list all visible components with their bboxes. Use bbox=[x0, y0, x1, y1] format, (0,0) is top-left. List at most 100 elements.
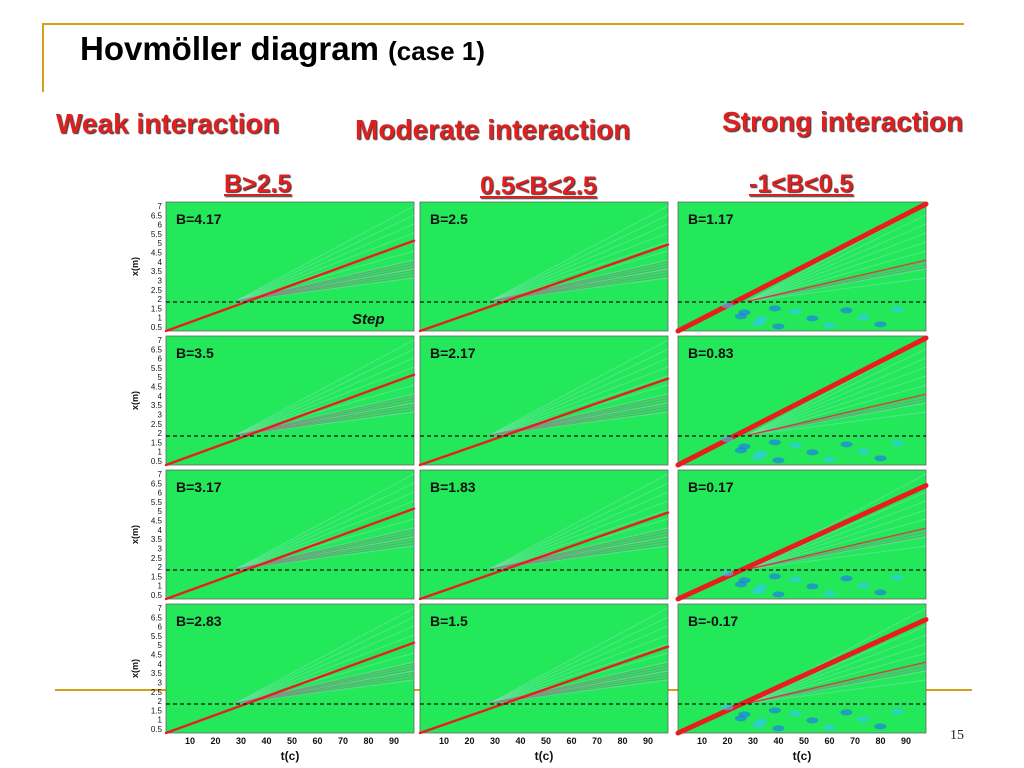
dispersive-line bbox=[747, 668, 927, 704]
incident-wave-line bbox=[418, 511, 670, 601]
range-weak: B>2.5 bbox=[224, 170, 292, 198]
dispersive-line bbox=[747, 534, 927, 570]
wave-ray bbox=[489, 616, 669, 704]
incident-wave-line bbox=[675, 335, 929, 468]
transmitted-wave-line bbox=[747, 527, 927, 570]
wave-ray bbox=[489, 348, 669, 436]
reflection-blob bbox=[823, 724, 836, 731]
reflection-blob bbox=[768, 439, 781, 446]
title-suffix: (case 1) bbox=[388, 36, 485, 66]
panel-0-1: B=2.5 bbox=[418, 201, 670, 333]
y-tick-label: 2.5 bbox=[151, 554, 163, 563]
x-tick-label: 80 bbox=[363, 736, 373, 746]
y-tick-label: 3 bbox=[158, 410, 163, 419]
wave-ray bbox=[747, 518, 927, 570]
y-tick-label: 7 bbox=[158, 336, 163, 345]
reflection-blob bbox=[840, 575, 853, 582]
dispersive-line bbox=[747, 665, 927, 704]
wave-ray bbox=[235, 625, 415, 704]
dispersive-line bbox=[747, 531, 927, 570]
y-tick-label: 0.5 bbox=[151, 725, 163, 734]
page-title: Hovmöller diagram (case 1) bbox=[80, 30, 485, 68]
y-tick-label: 5 bbox=[158, 507, 163, 516]
reflection-blob bbox=[734, 313, 747, 320]
wave-ray bbox=[747, 214, 927, 302]
heading-moderate: Moderate interaction bbox=[355, 114, 631, 145]
wave-ray bbox=[489, 482, 669, 570]
wave-ray bbox=[747, 679, 927, 704]
reflection-blob bbox=[874, 589, 887, 596]
wave-ray bbox=[747, 491, 927, 570]
wave-ray bbox=[235, 232, 415, 302]
range-moderate: 0.5<B<2.5 bbox=[480, 172, 597, 200]
reflection-blob bbox=[734, 447, 747, 454]
y-tick-label: 5 bbox=[158, 373, 163, 382]
wave-ray bbox=[747, 250, 927, 302]
reflection-blob bbox=[840, 441, 853, 448]
reflection-blob bbox=[734, 715, 747, 722]
wave-ray bbox=[747, 643, 927, 704]
panel-0-0: B=4.17 Step bbox=[164, 201, 416, 333]
y-tick-label: 2 bbox=[158, 429, 163, 438]
y-tick-label: 5 bbox=[158, 641, 163, 650]
dispersive-line bbox=[489, 662, 669, 704]
reflection-blob bbox=[751, 320, 764, 327]
y-tick-label: 3.5 bbox=[151, 535, 163, 544]
y-tick-label: 6 bbox=[158, 221, 163, 230]
incident-wave-line bbox=[164, 641, 416, 735]
dispersive-line bbox=[747, 266, 927, 302]
wave-ray bbox=[747, 357, 927, 436]
incident-wave-line bbox=[418, 377, 670, 467]
wave-ray bbox=[489, 375, 669, 436]
wave-ray bbox=[747, 509, 927, 570]
reflection-blob bbox=[806, 583, 819, 590]
wave-ray bbox=[235, 473, 415, 570]
panel-2-2: B=0.17 bbox=[675, 469, 929, 602]
panel-1-2: B=0.83 bbox=[675, 335, 929, 468]
x-tick-label: 80 bbox=[875, 736, 885, 746]
y-tick-label: 0.5 bbox=[151, 457, 163, 466]
wave-ray bbox=[489, 643, 669, 704]
wave-ray bbox=[235, 491, 415, 570]
y-tick-label: 6.5 bbox=[151, 211, 163, 220]
reflection-blob bbox=[840, 307, 853, 314]
dispersive-line bbox=[489, 394, 669, 436]
wave-ray bbox=[747, 366, 927, 436]
panel-background bbox=[165, 469, 415, 600]
x-tick-label: 30 bbox=[490, 736, 500, 746]
reflection-blob bbox=[721, 570, 734, 577]
wave-ray bbox=[235, 214, 415, 302]
wave-ray bbox=[747, 375, 927, 436]
wave-ray bbox=[747, 411, 927, 436]
y-tick-label: 6.5 bbox=[151, 613, 163, 622]
x-tick-label: 10 bbox=[439, 736, 449, 746]
panel-0-2: B=1.17 bbox=[675, 201, 929, 334]
dispersive-line bbox=[235, 275, 415, 302]
x-tick-label: 80 bbox=[617, 736, 627, 746]
y-tick-label: 1 bbox=[158, 582, 163, 591]
x-tick-label: 50 bbox=[287, 736, 297, 746]
y-tick-label: 3.5 bbox=[151, 267, 163, 276]
x-tick-label: 60 bbox=[566, 736, 576, 746]
wave-ray bbox=[489, 473, 669, 570]
wave-ray bbox=[235, 482, 415, 570]
panel-b-label: B=1.17 bbox=[688, 211, 734, 227]
wave-ray bbox=[489, 223, 669, 302]
y-axis-label: x(m) bbox=[130, 659, 140, 678]
y-tick-label: 5.5 bbox=[151, 632, 163, 641]
panel-2-0: B=3.17 bbox=[164, 469, 416, 601]
panel-background bbox=[165, 335, 415, 466]
reflection-blob bbox=[768, 305, 781, 312]
y-tick-label: 4 bbox=[158, 392, 163, 401]
dispersive-line bbox=[235, 403, 415, 436]
y-tick-label: 1.5 bbox=[151, 438, 163, 447]
x-tick-label: 50 bbox=[541, 736, 551, 746]
x-tick-label: 10 bbox=[697, 736, 707, 746]
y-tick-label: 3 bbox=[158, 276, 163, 285]
panel-b-label: B=0.83 bbox=[688, 345, 734, 361]
y-tick-label: 1 bbox=[158, 314, 163, 323]
incident-wave-line bbox=[675, 482, 929, 602]
y-tick-label: 2 bbox=[158, 697, 163, 706]
panel-b-label: B=-0.17 bbox=[688, 613, 738, 629]
reflection-blob bbox=[823, 456, 836, 463]
